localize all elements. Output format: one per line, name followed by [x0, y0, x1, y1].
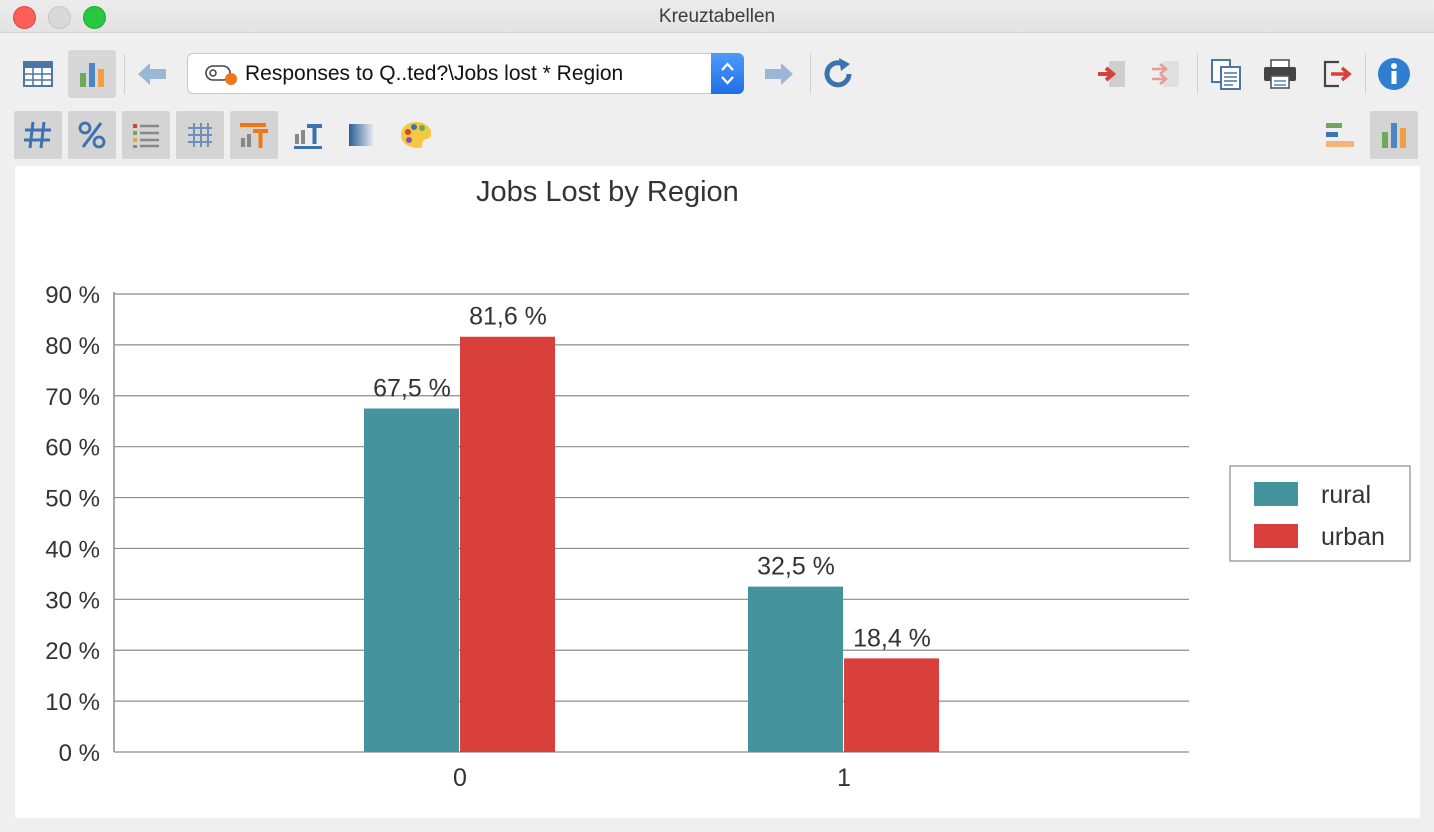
- label-bars-icon: [240, 123, 268, 148]
- bar-urban-1: [844, 658, 939, 752]
- grid-view-button[interactable]: [176, 111, 224, 159]
- info-button[interactable]: [1370, 50, 1418, 98]
- selector-stepper[interactable]: [711, 53, 744, 94]
- palette-icon: [401, 122, 432, 148]
- y-tick-label: 60 %: [45, 435, 100, 462]
- x-tick-label: 0: [453, 764, 467, 792]
- data-label: 32,5 %: [757, 553, 835, 581]
- info-icon: [1378, 58, 1410, 90]
- y-tick-label: 0 %: [59, 740, 100, 767]
- forward-arrow-icon: [765, 63, 793, 85]
- title-bar: Kreuztabellen: [0, 0, 1434, 33]
- y-tick-label: 10 %: [45, 689, 100, 716]
- y-tick-label: 40 %: [45, 536, 100, 563]
- horizontal-chart-button[interactable]: [1316, 111, 1364, 159]
- show-percent-button[interactable]: [68, 111, 116, 159]
- table-icon: [23, 61, 53, 87]
- import-disabled-icon: [1152, 61, 1179, 87]
- legend-label-urban: urban: [1321, 523, 1385, 551]
- back-button[interactable]: [128, 50, 176, 98]
- count-icon: [24, 121, 51, 149]
- minimize-window-button[interactable]: [48, 6, 71, 29]
- import-disabled-button[interactable]: [1142, 50, 1190, 98]
- y-tick-label: 20 %: [45, 638, 100, 665]
- chevron-up-down-icon: [721, 62, 734, 85]
- data-label: 81,6 %: [469, 303, 547, 331]
- list-icon: [133, 124, 159, 148]
- percent-icon: [78, 121, 106, 149]
- print-icon: [1264, 59, 1296, 89]
- crosstab-variable-icon: [205, 65, 237, 85]
- table-view-button[interactable]: [14, 50, 62, 98]
- zoom-window-button[interactable]: [83, 6, 106, 29]
- export-icon: [1323, 60, 1352, 88]
- data-label: 67,5 %: [373, 375, 451, 403]
- chart-title: Jobs Lost by Region: [476, 176, 739, 208]
- print-button[interactable]: [1256, 50, 1304, 98]
- bar-chart-icon: [80, 63, 104, 87]
- copy-button[interactable]: [1202, 50, 1250, 98]
- chart-view-button[interactable]: [68, 50, 116, 98]
- palette-button[interactable]: [392, 111, 440, 159]
- y-tick-label: 30 %: [45, 587, 100, 614]
- vertical-chart-button[interactable]: [1370, 111, 1418, 159]
- toolbar-separator: [124, 54, 125, 94]
- label-text-icon: [294, 124, 322, 149]
- import-icon: [1098, 61, 1125, 87]
- y-tick-label: 90 %: [45, 282, 100, 309]
- text-labels-button[interactable]: [284, 111, 332, 159]
- close-window-button[interactable]: [13, 6, 36, 29]
- legend-label-rural: rural: [1321, 481, 1371, 509]
- y-tick-label: 50 %: [45, 486, 100, 513]
- chart-panel: [15, 166, 1420, 818]
- grid-icon: [188, 123, 212, 147]
- y-tick-label: 70 %: [45, 384, 100, 411]
- horizontal-bars-icon: [1326, 123, 1354, 147]
- vertical-bars-icon: [1382, 123, 1406, 148]
- crosstab-selector[interactable]: Responses to Q..ted?\Jobs lost * Region: [187, 53, 744, 94]
- bar-urban-0: [460, 336, 555, 752]
- gradient-button[interactable]: [338, 111, 386, 159]
- x-tick-label: 1: [837, 764, 851, 792]
- copy-icon: [1211, 59, 1241, 90]
- back-arrow-icon: [138, 63, 166, 85]
- toolbar-separator: [1197, 54, 1198, 94]
- y-tick-label: 80 %: [45, 333, 100, 360]
- import-button[interactable]: [1088, 50, 1136, 98]
- data-label: 18,4 %: [853, 624, 931, 652]
- window-title: Kreuztabellen: [658, 6, 776, 27]
- toolbar-separator: [1365, 54, 1366, 94]
- bar-rural-0: [364, 408, 459, 752]
- refresh-button[interactable]: [815, 50, 863, 98]
- refresh-icon: [824, 58, 852, 88]
- crosstab-selector-text: Responses to Q..ted?\Jobs lost * Region: [245, 62, 624, 85]
- gradient-icon: [349, 124, 375, 146]
- forward-button[interactable]: [755, 50, 803, 98]
- show-counts-button[interactable]: [14, 111, 62, 159]
- legend-swatch-urban: [1254, 524, 1298, 548]
- export-button[interactable]: [1312, 50, 1360, 98]
- toolbar-separator: [810, 54, 811, 94]
- legend-swatch-rural: [1254, 482, 1298, 506]
- list-view-button[interactable]: [122, 111, 170, 159]
- bar-labels-button[interactable]: [230, 111, 278, 159]
- bar-rural-1: [748, 586, 843, 752]
